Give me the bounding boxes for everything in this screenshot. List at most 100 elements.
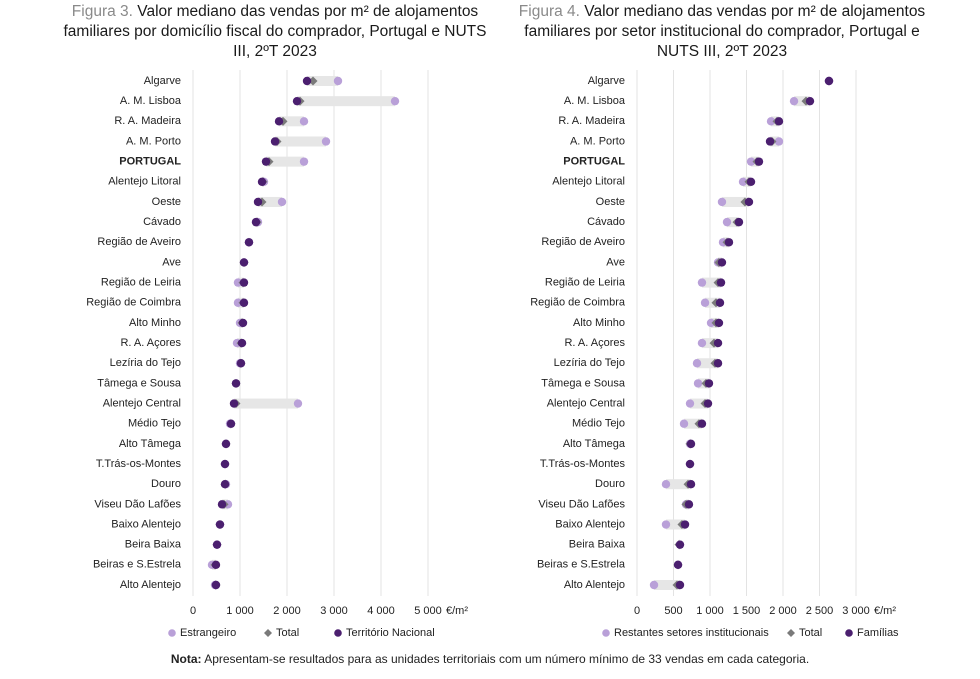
x-tick-label: 4 000 (367, 605, 395, 617)
marker (697, 278, 707, 287)
marker (299, 117, 309, 126)
legend-label: Famílias (857, 627, 899, 639)
marker (703, 399, 713, 408)
range-band (721, 196, 749, 207)
note-text: Apresentam-se resultados para as unidade… (204, 652, 810, 666)
category-label: Tâmega e Sousa (97, 377, 182, 389)
category-label: Baixo Alentejo (111, 518, 181, 530)
category-label: Tâmega e Sousa (541, 377, 626, 389)
category-label: Alentejo Litoral (108, 176, 181, 188)
x-unit: €/m² (446, 605, 468, 617)
marker (302, 76, 312, 86)
category-label: R. A. Madeira (558, 115, 626, 127)
marker (233, 298, 243, 307)
marker (253, 197, 263, 207)
marker (277, 197, 287, 207)
marker (789, 96, 799, 106)
x-tick-label: 3 000 (842, 605, 870, 617)
category-label: Ave (606, 256, 625, 268)
marker (333, 76, 343, 86)
category-label: Douro (151, 478, 181, 490)
marker (697, 419, 707, 428)
marker (744, 197, 754, 207)
marker (257, 177, 267, 186)
marker (675, 540, 685, 549)
range-band (697, 358, 719, 369)
category-label: PORTUGAL (119, 156, 181, 168)
marker (274, 117, 284, 126)
legend-label: Território Nacional (346, 627, 435, 639)
marker (251, 217, 261, 227)
chart-title: Figura 3. Valor mediano das vendas por m… (55, 2, 495, 62)
range-band (684, 418, 702, 429)
marker (766, 117, 776, 126)
marker (684, 500, 694, 509)
category-label: R. A. Açores (564, 337, 625, 349)
marker (675, 580, 685, 590)
marker (293, 399, 303, 408)
marker (649, 580, 659, 590)
marker (229, 399, 239, 408)
marker (239, 298, 249, 307)
marker (292, 96, 302, 106)
x-tick-label: 1 500 (733, 605, 761, 617)
marker (706, 318, 716, 328)
marker (321, 137, 331, 146)
marker (231, 379, 241, 388)
marker (221, 439, 231, 449)
category-label: Médio Tejo (128, 418, 181, 430)
range-band (701, 277, 722, 288)
marker (237, 338, 247, 348)
marker (220, 480, 230, 489)
x-tick-label: 500 (664, 605, 682, 617)
range-band (233, 398, 298, 409)
legend-marker (264, 629, 272, 637)
marker (212, 540, 222, 549)
range-band (297, 96, 396, 107)
note-label: Nota: (170, 652, 202, 666)
category-label: A. M. Lisboa (564, 95, 626, 107)
marker (239, 278, 249, 287)
marker (217, 500, 227, 509)
marker (717, 197, 727, 207)
legend-marker (787, 629, 795, 637)
category-label: Viseu Dão Lafões (94, 498, 181, 510)
legend-marker (168, 629, 176, 637)
figure-label: Figura 4. (518, 3, 580, 20)
marker (685, 459, 695, 469)
marker (679, 419, 689, 428)
legend-label: Total (276, 627, 299, 639)
x-tick-label: 2 000 (769, 605, 797, 617)
title-text: Valor mediano das vendas por m² de aloja… (63, 3, 487, 60)
marker (713, 338, 723, 348)
marker (390, 96, 400, 106)
marker (697, 338, 707, 348)
category-label: Lezíria do Tejo (110, 357, 181, 369)
chart-title: Figura 4. Valor mediano das vendas por m… (502, 2, 942, 62)
range-band (665, 519, 686, 530)
marker (211, 580, 221, 590)
marker (238, 318, 248, 328)
marker (746, 157, 756, 166)
category-label: A. M. Lisboa (120, 95, 182, 107)
marker (308, 76, 318, 86)
marker (270, 137, 280, 146)
marker (685, 399, 695, 408)
marker (211, 560, 221, 570)
category-label: Alto Minho (573, 317, 625, 329)
category-label: T.Trás-os-Montes (96, 458, 182, 470)
marker (226, 419, 236, 428)
marker (716, 278, 726, 287)
legend-marker (602, 629, 610, 637)
category-label: Alto Alentejo (564, 579, 625, 591)
marker (704, 379, 714, 388)
category-label: Alentejo Central (103, 397, 181, 409)
category-label: Alto Tâmega (119, 438, 182, 450)
category-label: Beira Baixa (125, 539, 182, 551)
category-label: Alto Minho (129, 317, 181, 329)
marker (693, 379, 703, 388)
category-label: Baixo Alentejo (555, 518, 625, 530)
range-band (665, 479, 692, 490)
marker (299, 157, 309, 166)
category-label: Região de Leiria (545, 277, 626, 289)
